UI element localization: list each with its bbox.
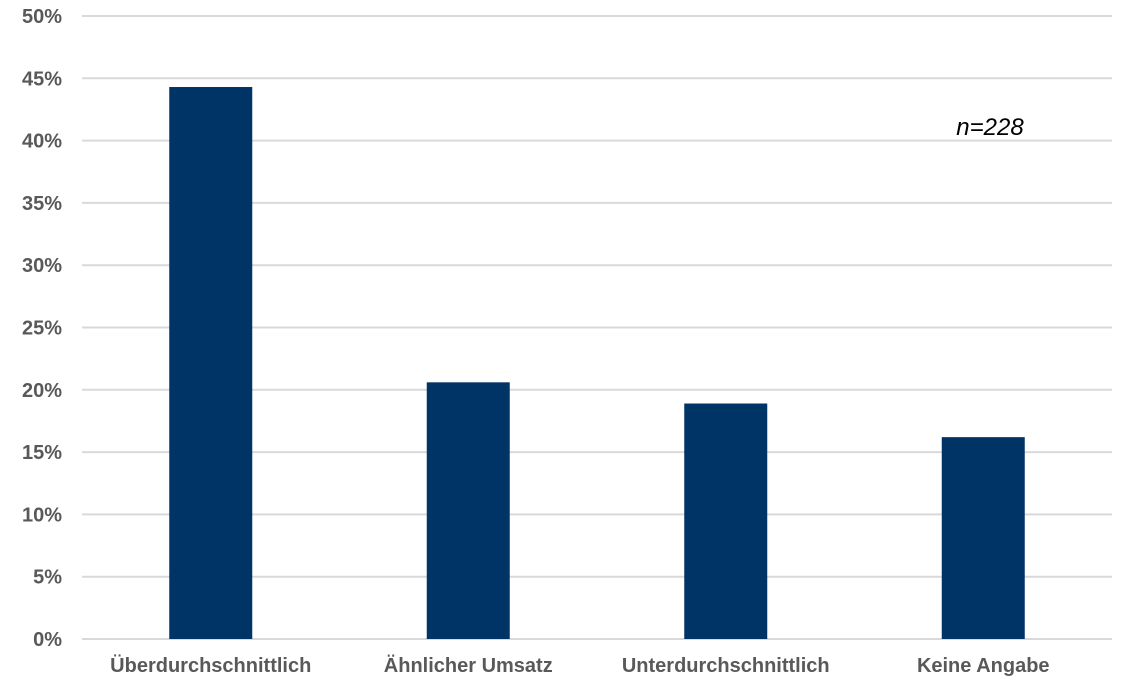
x-category-label: Keine Angabe: [917, 655, 1050, 677]
y-tick-label: 0%: [33, 629, 62, 651]
bar: [169, 87, 253, 640]
bar: [684, 403, 768, 639]
x-category-label: Überdurchschnittlich: [110, 654, 311, 677]
x-category-label: Ähnlicher Umsatz: [384, 654, 553, 677]
y-axis-tick-labels: 0% 5% 10% 15% 20% 25% 30% 35% 40% 45% 50%: [22, 6, 62, 651]
y-tick-label: 25%: [22, 318, 62, 340]
bar: [426, 382, 510, 639]
sample-size-annotation: n=228: [956, 114, 1024, 141]
y-tick-label: 10%: [22, 504, 62, 526]
bars: [169, 87, 1025, 640]
bar: [941, 437, 1025, 639]
y-tick-label: 45%: [22, 68, 62, 90]
x-category-label: Unterdurchschnittlich: [622, 655, 830, 677]
gridlines: [82, 15, 1112, 640]
y-tick-label: 15%: [22, 442, 62, 464]
y-tick-label: 20%: [22, 380, 62, 402]
x-axis-category-labels: Überdurchschnittlich Ähnlicher Umsatz Unte…: [110, 654, 1049, 677]
y-tick-label: 40%: [22, 131, 62, 153]
y-tick-label: 30%: [22, 255, 62, 277]
y-tick-label: 35%: [22, 193, 62, 215]
y-tick-label: 5%: [33, 567, 62, 589]
y-tick-label: 50%: [22, 6, 62, 28]
